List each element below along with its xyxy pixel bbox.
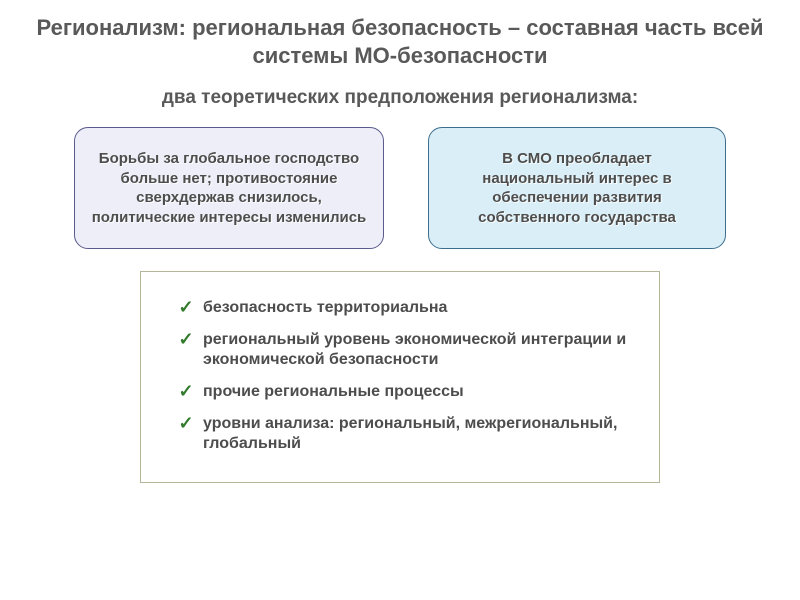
check-icon: ✓ <box>177 382 195 400</box>
assumption-right-text: В СМО преобладает национальный интерес в… <box>449 149 705 227</box>
assumption-box-left: Борьбы за глобальное господство больше н… <box>74 127 384 249</box>
bullet-text: региональный уровень экономической интег… <box>203 330 631 370</box>
bullet-text: уровни анализа: региональный, межрегиона… <box>203 414 631 454</box>
assumptions-row: Борьбы за глобальное господство больше н… <box>0 121 800 249</box>
assumption-left-text: Борьбы за глобальное господство больше н… <box>91 149 367 227</box>
bullet-item: ✓ уровни анализа: региональный, межрегио… <box>169 414 631 454</box>
bullet-text: безопасность территориальна <box>203 298 447 318</box>
assumption-box-right: В СМО преобладает национальный интерес в… <box>428 127 726 249</box>
bullet-item: ✓ прочие региональные процессы <box>169 382 631 402</box>
page-title: Регионализм: региональная безопасность –… <box>0 0 800 69</box>
bullet-text: прочие региональные процессы <box>203 382 464 402</box>
bullet-list-box: ✓ безопасность территориальна ✓ регионал… <box>140 271 660 483</box>
check-icon: ✓ <box>177 298 195 316</box>
bullet-item: ✓ безопасность территориальна <box>169 298 631 318</box>
check-icon: ✓ <box>177 414 195 432</box>
check-icon: ✓ <box>177 330 195 348</box>
page-subtitle: два теоретических предположения регионал… <box>0 69 800 121</box>
bullet-item: ✓ региональный уровень экономической инт… <box>169 330 631 370</box>
